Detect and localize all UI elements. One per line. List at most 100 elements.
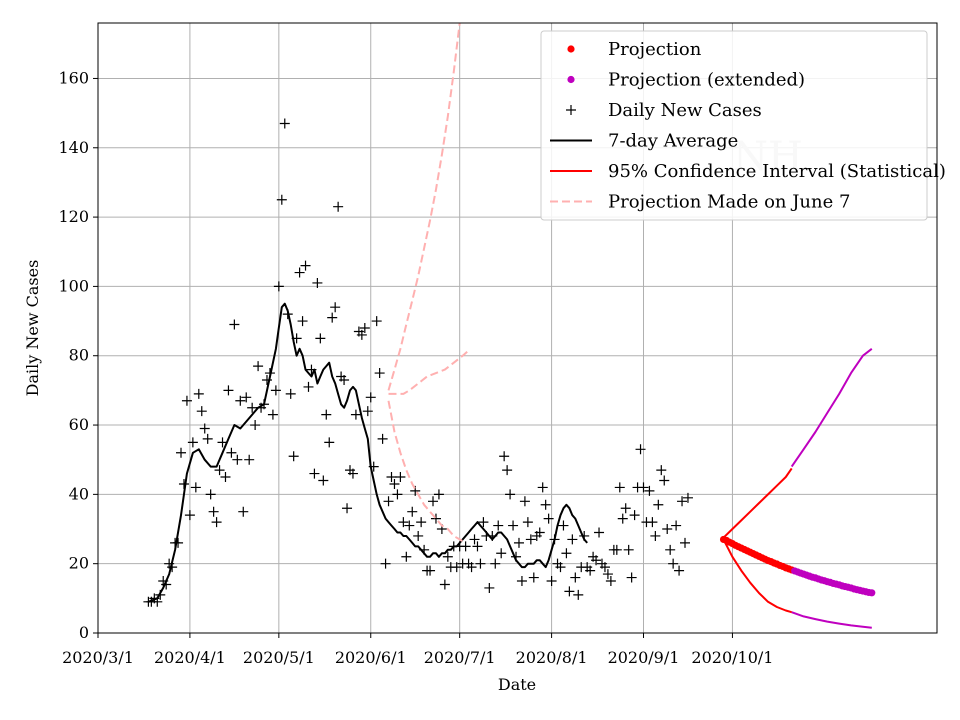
data-point [267, 409, 278, 420]
x-tick-label: 2020/7/1 [424, 648, 496, 667]
y-tick-label: 60 [69, 415, 89, 434]
data-point [386, 472, 397, 483]
data-point [350, 409, 361, 420]
series-projection-made-on-june-7-upper [387, 22, 461, 391]
y-axis: 0 20 40 60 80 100 120 140 160 [58, 68, 98, 642]
y-tick-label: 40 [69, 484, 89, 503]
x-axis-label: Date [498, 675, 536, 694]
data-point [398, 517, 409, 528]
data-point [199, 423, 210, 434]
series-95-ci-upper-extended [790, 348, 873, 468]
data-point [324, 437, 335, 448]
data-point [253, 361, 264, 372]
data-point [176, 447, 187, 458]
series-projection-extended [791, 567, 876, 597]
legend-label: Projection (extended) [608, 70, 805, 91]
data-point [472, 541, 483, 552]
data-point [519, 496, 530, 507]
y-tick-label: 20 [69, 554, 89, 573]
series-projection-made-on-june-7-lower [387, 400, 467, 544]
data-point [605, 576, 616, 587]
data-point [534, 527, 545, 538]
data-point [546, 576, 557, 587]
legend-marker [567, 75, 575, 84]
legend-marker [566, 105, 576, 115]
data-point [193, 388, 204, 399]
data-point [380, 558, 391, 569]
data-point [297, 316, 308, 327]
legend: Projection Projection (extended) Daily New… [540, 30, 946, 221]
data-point [374, 368, 385, 379]
x-tick-label: 2020/8/1 [516, 648, 588, 667]
data-point [478, 517, 489, 528]
legend-label: Projection [608, 39, 702, 60]
data-point [671, 520, 682, 531]
data-point [196, 406, 207, 417]
data-point [190, 482, 201, 493]
data-point [416, 517, 427, 528]
data-point [279, 118, 290, 129]
data-point [626, 572, 637, 583]
data-point [238, 506, 249, 517]
data-point [629, 510, 640, 521]
data-point [294, 267, 305, 278]
95-ci-upper-extended-line [790, 348, 873, 468]
legend-box [540, 30, 928, 221]
legend-item: 7-day Average [550, 131, 738, 152]
data-point [184, 510, 195, 521]
data-point [430, 513, 441, 524]
y-axis-label: Daily New Cases [23, 260, 42, 397]
data-point [508, 520, 519, 531]
legend-item: Daily New Cases [566, 100, 762, 121]
data-point [513, 537, 524, 548]
7-day-average-line [148, 302, 588, 603]
data-point [617, 513, 628, 524]
data-point [407, 506, 418, 517]
data-point [505, 489, 516, 500]
data-point [339, 374, 350, 385]
legend-label: Projection Made on June 7 [608, 192, 850, 213]
data-point [638, 482, 649, 493]
data-point [223, 385, 234, 396]
data-point [226, 447, 237, 458]
data-point [650, 530, 661, 541]
data-point [362, 406, 373, 417]
data-point [499, 451, 510, 462]
legend-label: 95% Confidence Interval (Statistical) [608, 161, 946, 182]
data-point [516, 576, 527, 587]
data-point [475, 558, 486, 569]
data-point [428, 496, 439, 507]
data-point [466, 562, 477, 573]
data-point [365, 392, 376, 403]
data-point [680, 537, 691, 548]
data-point [303, 381, 314, 392]
data-point [321, 409, 332, 420]
data-point [653, 499, 664, 510]
data-point [496, 548, 507, 559]
data-point [330, 302, 341, 313]
x-axis: 2020/3/1 2020/4/1 2020/5/1 2020/6/1 2020/7/1… [62, 633, 773, 667]
legend-item: Projection [567, 39, 702, 60]
data-point [389, 478, 400, 489]
data-point [558, 520, 569, 531]
x-tick-label: 2020/9/1 [608, 648, 680, 667]
data-point [288, 451, 299, 462]
data-point [543, 513, 554, 524]
data-point [659, 475, 670, 486]
y-tick-label: 160 [58, 68, 89, 87]
legend-item: 95% Confidence Interval (Statistical) [550, 161, 946, 182]
data-point [205, 489, 216, 500]
legend-marker [567, 45, 575, 53]
data-point [442, 551, 453, 562]
data-point [602, 569, 613, 580]
data-point [327, 312, 338, 323]
data-point [181, 395, 192, 406]
data-point [371, 316, 382, 327]
data-point [585, 565, 596, 576]
data-point [614, 482, 625, 493]
data-point [377, 433, 388, 444]
data-point [644, 485, 655, 496]
data-point [451, 562, 462, 573]
data-point [250, 420, 261, 431]
